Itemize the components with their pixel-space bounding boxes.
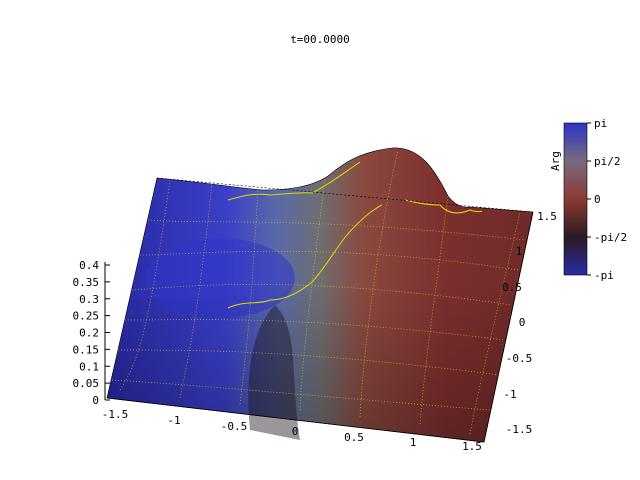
x-tick-label: -0.5 (221, 420, 248, 433)
colorbar-tick-label: pi (594, 117, 607, 130)
z-tick-label: 0 (92, 394, 99, 407)
surface-box-edge (156, 177, 534, 213)
contour-line (227, 161, 361, 201)
colorbar-gradient (563, 122, 588, 276)
y-tick-label: 1 (516, 245, 523, 258)
y-tick-label: 0.5 (502, 281, 522, 294)
x-tick-label: 1 (410, 436, 417, 449)
x-tick-label: -1 (167, 414, 180, 427)
x-axis-ticks: -1.5 -1 -0.5 0 0.5 1 1.5 (102, 408, 482, 453)
mesh-line (239, 188, 259, 405)
colorbar-ticks: pi pi/2 0 -pi/2 -pi (587, 117, 627, 282)
y-tick-label: -1.5 (506, 423, 533, 436)
mesh-line (419, 195, 449, 425)
colorbar-tick-label: 0 (594, 193, 601, 206)
chart-title: t=00.0000 (290, 33, 350, 46)
surface-front-shade (107, 280, 520, 442)
colorbar: Arg pi pi/2 0 -pi/2 -pi (549, 117, 627, 282)
z-tick-label: 0.4 (79, 259, 99, 272)
y-tick-label: 1.5 (537, 210, 557, 223)
z-tick-label: 0.15 (73, 343, 100, 356)
y-tick-label: -1 (503, 388, 516, 401)
z-tick-label: 0.3 (79, 293, 99, 306)
colorbar-label: Arg (549, 151, 562, 171)
z-axis-ticks: 0 0.05 0.1 0.15 0.2 0.25 0.3 0.35 0.4 (73, 259, 110, 407)
mesh-line (179, 182, 213, 399)
z-tick-label: 0.05 (73, 377, 100, 390)
contour-line (227, 204, 383, 309)
x-tick-label: 0.5 (344, 431, 364, 444)
mesh-line (469, 211, 521, 435)
surface-mesh (106, 147, 534, 443)
mesh-line (111, 379, 491, 411)
z-tick-label: 0.25 (73, 310, 100, 323)
contour-line (404, 199, 483, 214)
z-tick-label: 0.35 (73, 276, 100, 289)
x-tick-label: 1.5 (462, 440, 482, 453)
x-tick-label: -1.5 (102, 408, 129, 421)
mesh-line (124, 319, 506, 341)
z-tick-label: 0.1 (79, 360, 99, 373)
y-tick-label: -0.5 (506, 352, 533, 365)
y-axis-ticks: -1.5 -1 -0.5 0 0.5 1 1.5 (502, 210, 557, 436)
colorbar-tick-label: pi/2 (594, 155, 621, 168)
mesh-grid (111, 149, 526, 435)
x-tick-label: 0 (292, 425, 299, 438)
surface-box-edge (106, 211, 534, 443)
y-tick-label: 0 (519, 316, 526, 329)
mesh-line (119, 179, 171, 391)
colorbar-tick-label: -pi (594, 269, 614, 282)
mesh-line (139, 250, 519, 271)
colorbar-tick-label: -pi/2 (594, 231, 627, 244)
z-tick-label: 0.2 (79, 327, 99, 340)
mesh-line (359, 149, 399, 418)
